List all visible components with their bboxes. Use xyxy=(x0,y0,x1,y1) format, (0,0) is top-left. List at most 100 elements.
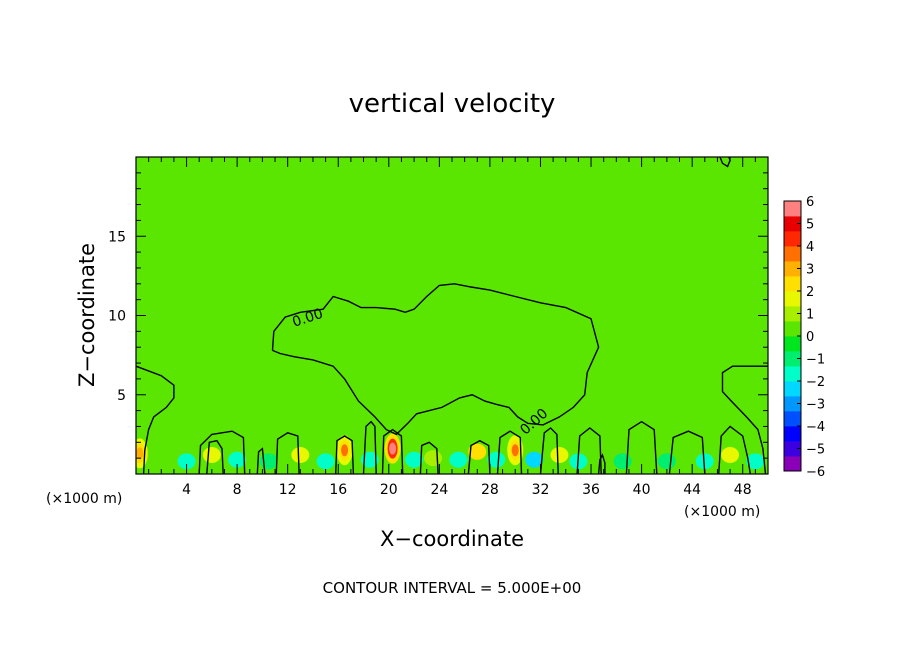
colorbar-tick-label: −2 xyxy=(806,375,825,390)
heatmap-cell xyxy=(316,453,335,470)
colorbar-swatch xyxy=(784,396,801,412)
contour-line xyxy=(419,441,439,474)
x-unit-label-left: (×1000 m) xyxy=(46,491,122,507)
colorbar-swatch xyxy=(784,351,801,367)
heatmap-cell xyxy=(525,451,544,468)
contour-lines xyxy=(136,157,768,474)
colorbar-tick-label: −3 xyxy=(806,398,825,413)
x-tick-label: 40 xyxy=(633,482,651,498)
y-tick-label: 15 xyxy=(108,229,126,245)
colorbar-tick-label: 3 xyxy=(806,263,814,278)
colorbar-tick-label: 0 xyxy=(806,330,814,345)
heatmap-cell xyxy=(136,447,144,460)
colorbar-swatch xyxy=(784,231,801,247)
x-axis-label: X−coordinate xyxy=(380,527,524,551)
x-tick-label: 48 xyxy=(734,482,752,498)
colorbar-swatch xyxy=(784,426,801,442)
heatmap-cell xyxy=(695,453,714,470)
colorbar-swatch xyxy=(784,246,801,262)
x-tick-label: 32 xyxy=(532,482,550,498)
heatmap-cell xyxy=(511,444,519,457)
contour-line xyxy=(539,427,559,474)
contour-line xyxy=(467,439,491,474)
colorbar-swatch xyxy=(784,456,801,472)
colorbar-tick-label: 6 xyxy=(806,195,814,210)
colorbar-tick-label: 5 xyxy=(806,218,814,233)
contour-line xyxy=(198,430,246,474)
heatmap-cell xyxy=(341,444,349,457)
x-tick-label: 8 xyxy=(233,482,242,498)
heatmap-cell xyxy=(468,443,487,460)
colorbar-tick-label: 4 xyxy=(806,240,814,255)
contour-line xyxy=(597,453,606,474)
contour-line xyxy=(496,430,523,474)
colorbar-swatch xyxy=(784,216,801,232)
colorbar-tick-label: −4 xyxy=(806,420,825,435)
x-tick-label: 28 xyxy=(481,482,499,498)
colorbar-swatch xyxy=(784,291,801,307)
y-tick-label: 5 xyxy=(117,388,126,404)
colorbar-swatch xyxy=(784,381,801,397)
colorbar-swatch xyxy=(784,336,801,352)
contour-line xyxy=(362,420,377,474)
colorbar-tick-label: −5 xyxy=(806,443,825,458)
x-axis-ticks: 4 8 12 16 20 24 28 32 36 40 44 48 xyxy=(135,157,769,498)
contour-line xyxy=(576,427,602,474)
heatmap-cell xyxy=(360,451,379,468)
heatmap-cell xyxy=(405,451,424,468)
x-tick-label: 16 xyxy=(329,482,347,498)
contour-line xyxy=(718,425,751,474)
contour-line xyxy=(335,435,355,474)
colorbar-tick-label: 1 xyxy=(806,308,814,323)
colorbar-swatch xyxy=(784,261,801,277)
x-tick-label: 4 xyxy=(182,482,191,498)
heatmap-cell xyxy=(550,446,569,463)
contour-interval-label: CONTOUR INTERVAL = 5.000E+00 xyxy=(323,579,582,597)
y-tick-label: 10 xyxy=(108,309,126,325)
heatmap-cell xyxy=(613,453,632,470)
contour-line xyxy=(625,420,658,474)
contour-line xyxy=(668,430,706,474)
y-axis-label: Z−coordinate xyxy=(75,243,99,387)
heatmap-cell xyxy=(746,453,765,470)
contour-line xyxy=(381,428,404,474)
heatmap-cell xyxy=(487,451,506,468)
colorbar-swatch xyxy=(784,306,801,322)
x-tick-label: 20 xyxy=(380,482,398,498)
heatmap-cell xyxy=(389,442,397,455)
heatmap-cell xyxy=(449,451,468,468)
heatmap-cell xyxy=(657,453,676,470)
colorbar: 6 5 4 3 2 1 0 −1 −2 −3 −4 −5 −6 xyxy=(783,195,825,480)
contour-line xyxy=(136,365,175,474)
x-tick-label: 12 xyxy=(279,482,297,498)
contour-line xyxy=(271,283,600,436)
contour-line xyxy=(721,365,768,474)
colorbar-swatch xyxy=(784,201,801,217)
x-tick-label: 36 xyxy=(582,482,600,498)
colorbar-swatch xyxy=(784,321,801,337)
plot-background xyxy=(136,157,768,474)
colorbar-swatch xyxy=(784,276,801,292)
colorbar-swatch xyxy=(784,441,801,457)
contour-line xyxy=(275,432,300,474)
heatmap-cell xyxy=(424,450,443,467)
contour-line xyxy=(256,447,266,474)
heatmap-cell xyxy=(291,446,310,463)
x-unit-label-right: (×1000 m) xyxy=(684,504,760,520)
heatmap-cell xyxy=(202,446,221,463)
x-tick-label: 24 xyxy=(430,482,448,498)
heatmap-cell xyxy=(228,451,247,468)
colorbar-tick-label: −6 xyxy=(806,465,825,480)
y-axis-ticks: 5 10 15 xyxy=(108,172,768,459)
contour-line xyxy=(206,439,224,474)
heatmap-cell xyxy=(721,446,740,463)
chart-title: vertical velocity xyxy=(349,89,556,119)
heatmap-cell xyxy=(177,453,196,470)
colorbar-tick-label: −1 xyxy=(806,353,825,368)
colorbar-swatch xyxy=(784,366,801,382)
x-tick-label: 44 xyxy=(683,482,701,498)
colorbar-swatch xyxy=(784,411,801,427)
colorbar-tick-label: 2 xyxy=(806,285,814,300)
